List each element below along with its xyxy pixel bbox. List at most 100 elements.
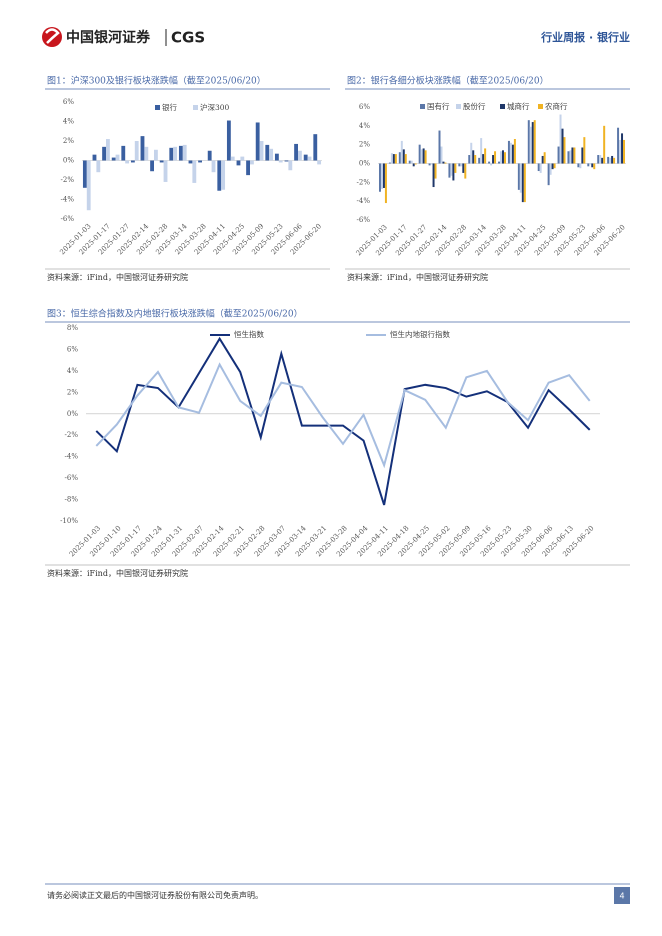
bar (472, 150, 475, 164)
bar (398, 152, 401, 164)
bar (307, 156, 312, 161)
bar (96, 160, 101, 173)
y-tick-label: 6% (67, 345, 78, 353)
bar (182, 144, 187, 161)
bar (478, 157, 481, 164)
bar (198, 160, 202, 163)
bar (207, 150, 212, 161)
bar (619, 139, 622, 164)
bar (492, 155, 495, 164)
y-tick-label: -6% (357, 216, 371, 224)
bar (434, 163, 437, 179)
bar (154, 149, 158, 161)
y-tick-label: 8% (67, 324, 78, 332)
bar (557, 146, 560, 164)
legend-label: 银行 (162, 102, 177, 112)
bar (442, 161, 445, 164)
bar (420, 149, 423, 164)
bar (474, 155, 477, 164)
bar (617, 127, 620, 164)
bar (527, 120, 530, 164)
bar (611, 155, 614, 164)
bar (511, 144, 514, 164)
bar (581, 147, 584, 164)
bar (571, 147, 574, 164)
bar (178, 145, 183, 161)
bar (484, 148, 487, 164)
bar (509, 142, 512, 164)
source: 资料来源：iFind，中国银河证券研究院 (47, 272, 188, 282)
y-tick-label: 0% (359, 160, 370, 168)
y-tick-label: 2% (359, 141, 370, 149)
bar (561, 128, 564, 164)
bar (458, 163, 461, 167)
bar (422, 148, 425, 164)
bar (623, 139, 626, 164)
bar (569, 150, 572, 164)
bar (86, 160, 91, 211)
bar (217, 160, 222, 191)
page-number: 4 (619, 892, 624, 901)
bar (188, 160, 193, 164)
y-tick-label: 0% (63, 157, 74, 165)
legend-label: 恒生指数 (234, 329, 264, 339)
bar (603, 125, 606, 164)
bar (414, 163, 417, 165)
legend-label: 国有行 (427, 101, 450, 111)
bar (523, 163, 526, 203)
bar (418, 144, 421, 164)
bar (102, 146, 106, 161)
bar (440, 146, 443, 164)
bar (462, 163, 465, 173)
bar (577, 163, 580, 168)
y-tick-label: 4% (359, 122, 370, 130)
bar (378, 163, 381, 192)
bar (284, 160, 289, 162)
y-tick-label: -10% (60, 517, 78, 525)
bar (452, 163, 455, 181)
bar (503, 152, 506, 164)
bar (410, 160, 413, 164)
line-series (95, 362, 591, 469)
bar (432, 163, 435, 188)
bar (192, 160, 197, 183)
bar (274, 153, 279, 161)
y-tick-label: -6% (61, 215, 75, 223)
bar (519, 163, 522, 193)
bar (246, 160, 250, 176)
bar (541, 155, 544, 164)
bar (428, 163, 431, 166)
bar (438, 130, 441, 164)
bar (388, 162, 391, 164)
bar (500, 151, 502, 164)
bar (549, 163, 552, 175)
bar (288, 160, 293, 171)
bar (613, 157, 616, 164)
bar (593, 163, 596, 170)
figure-title: 图1：沪深300及银行板块涨跌幅（截至2025/06/20） (47, 75, 266, 87)
bar (408, 160, 411, 164)
disclaimer: 请务必阅读正文最后的中国银河证券股份有限公司免责声明。 (47, 890, 263, 900)
bar (543, 152, 546, 164)
bar (82, 160, 87, 188)
bar (390, 153, 393, 164)
bar (317, 160, 322, 165)
bar (567, 151, 570, 164)
legend-swatch (456, 104, 461, 109)
y-tick-label: -6% (65, 474, 79, 482)
bar (394, 154, 397, 164)
bar (597, 155, 600, 164)
bar (106, 139, 110, 161)
legend-swatch (500, 104, 505, 109)
bar (470, 142, 473, 164)
y-tick-label: 0% (67, 410, 78, 418)
bar (482, 154, 485, 164)
bar (450, 163, 453, 176)
bar (255, 122, 260, 161)
bar (134, 141, 139, 161)
bar (621, 133, 624, 164)
bar (240, 156, 245, 161)
figure-title: 图2：银行各细分板块涨跌幅（截至2025/06/20） (347, 75, 549, 87)
source: 资料来源：iFind，中国银河证券研究院 (347, 272, 488, 282)
y-tick-label: -4% (357, 197, 371, 205)
